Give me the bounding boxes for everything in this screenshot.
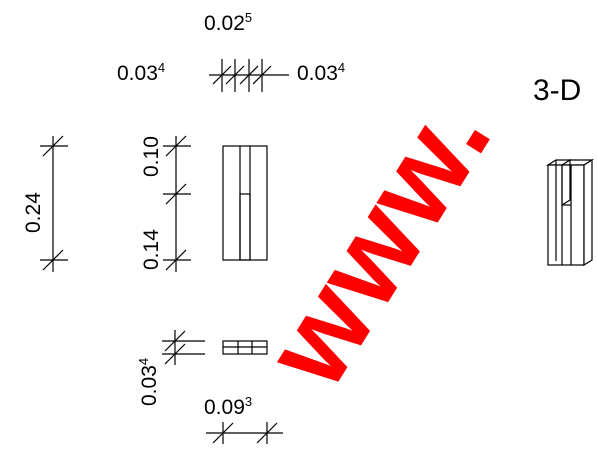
segment-dimension-line bbox=[163, 135, 191, 272]
plan-depth-label: 0.034 bbox=[136, 358, 161, 406]
plan-view bbox=[222, 340, 268, 355]
lower-segment-label: 0.14 bbox=[140, 229, 163, 270]
top-left-width-label: 0.034 bbox=[117, 60, 165, 85]
isometric-view bbox=[545, 158, 595, 267]
top-right-width-label: 0.034 bbox=[297, 60, 345, 85]
top-gap-label: 0.025 bbox=[204, 10, 252, 35]
top-width-dimension-line bbox=[209, 59, 289, 92]
upper-segment-label: 0.10 bbox=[140, 136, 163, 177]
watermark-text: www. bbox=[240, 74, 518, 409]
threed-label: 3-D bbox=[533, 74, 581, 107]
plan-width-dimension-line bbox=[206, 422, 283, 444]
plan-width-label: 0.093 bbox=[204, 394, 252, 419]
elevation-view bbox=[222, 145, 268, 261]
overall-height-label: 0.24 bbox=[22, 192, 45, 233]
plan-depth-dimension-line bbox=[162, 330, 205, 365]
overall-height-dimension-line bbox=[40, 135, 68, 272]
